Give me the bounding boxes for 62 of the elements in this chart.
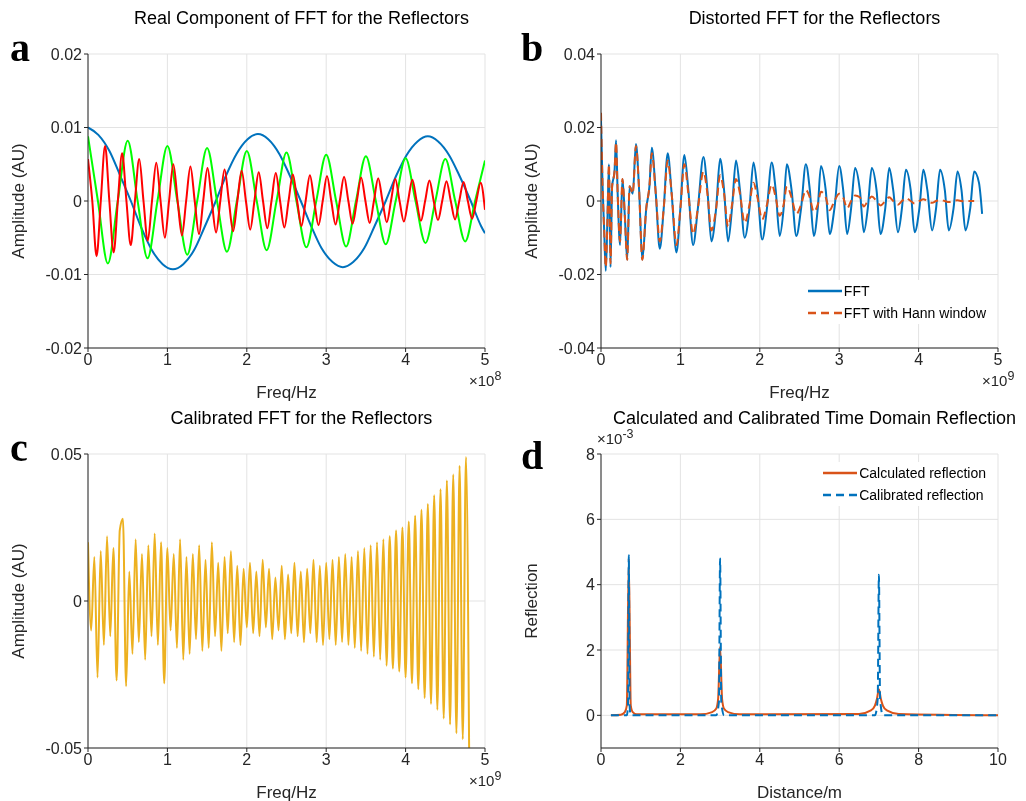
legend-label: FFT: [843, 283, 870, 299]
x-tick-label: 3: [321, 751, 331, 769]
y-tick-label: 0: [73, 192, 83, 210]
x-axis-title: Freq/Hz: [256, 383, 317, 402]
text: ×10$^{9}$: [982, 369, 1015, 389]
x-axis-title: Distance/m: [756, 783, 843, 801]
x-tick-label: 5: [480, 751, 490, 769]
text: d: [521, 433, 544, 478]
legend-label: Calculated reflection: [859, 465, 986, 481]
x-tick-label: 6: [834, 751, 844, 769]
x-tick-label: 3: [834, 351, 844, 369]
x-tick-label: 10: [989, 751, 1007, 769]
chart-title: Calibrated FFT for the Reflectors: [169, 408, 434, 429]
chart-title: Calculated and Calibrated Time Domain Reflection: [611, 408, 1018, 429]
y-tick-label: -0.04: [558, 339, 596, 357]
text: b: [521, 25, 544, 70]
y-tick-label: 2: [586, 641, 596, 659]
y-tick-label: 0.01: [50, 119, 83, 137]
x-axis-title: Freq/Hz: [256, 783, 317, 801]
x-tick-label: 4: [401, 351, 411, 369]
x-tick-label: 3: [321, 351, 331, 369]
x-tick-label: 2: [755, 351, 765, 369]
y-tick-label: 0.05: [50, 445, 83, 463]
chart-title: Distorted FFT for the Reflectors: [687, 8, 942, 29]
y-tick-label: 0: [73, 592, 83, 610]
x-tick-label: 4: [914, 351, 924, 369]
chart-title: Real Component of FFT for the Reflectors: [133, 8, 470, 29]
text: c: [10, 425, 28, 470]
text: ×10$^{9}$: [469, 769, 502, 789]
y-axis-title: Amplitude (AU): [9, 543, 29, 659]
y-tick-label: -0.02: [558, 266, 596, 284]
x-tick-label: 8: [914, 751, 924, 769]
x-axis-title: Freq/Hz: [769, 383, 830, 402]
x-tick-label: 1: [162, 751, 172, 769]
y-tick-label: -0.02: [45, 339, 83, 357]
x-tick-label: 2: [242, 351, 252, 369]
x-tick-label: 1: [675, 351, 685, 369]
y-axis-title: Amplitude (AU): [522, 143, 542, 259]
x-tick-label: 4: [755, 751, 765, 769]
y-tick-label: 0: [586, 192, 596, 210]
y-tick-label: 0.02: [563, 119, 596, 137]
y-tick-label: 6: [586, 511, 596, 529]
x-tick-label: 1: [162, 351, 172, 369]
y-tick-label: 0: [586, 707, 596, 725]
y-tick-label: 0.02: [50, 45, 83, 63]
x-tick-label: 4: [401, 751, 411, 769]
y-tick-label: 4: [586, 576, 596, 594]
x-tick-label: 2: [242, 751, 252, 769]
x-tick-label: 5: [480, 351, 490, 369]
legend-label: FFT with Hann window: [843, 305, 986, 321]
y-tick-label: -0.05: [45, 739, 83, 757]
text: ×10$^{-3}$: [597, 427, 634, 447]
legend-label: Calibrated reflection: [859, 487, 984, 503]
x-tick-label: 2: [675, 751, 685, 769]
text: ×10$^{8}$: [469, 369, 502, 389]
y-tick-label: 0.04: [563, 45, 596, 63]
text: a: [10, 25, 30, 70]
x-tick-label: 5: [993, 351, 1003, 369]
y-axis-title: Amplitude (AU): [9, 143, 29, 259]
y-tick-label: 8: [586, 445, 596, 463]
y-tick-label: -0.01: [45, 266, 83, 284]
y-axis-title: Reflection: [522, 563, 542, 639]
